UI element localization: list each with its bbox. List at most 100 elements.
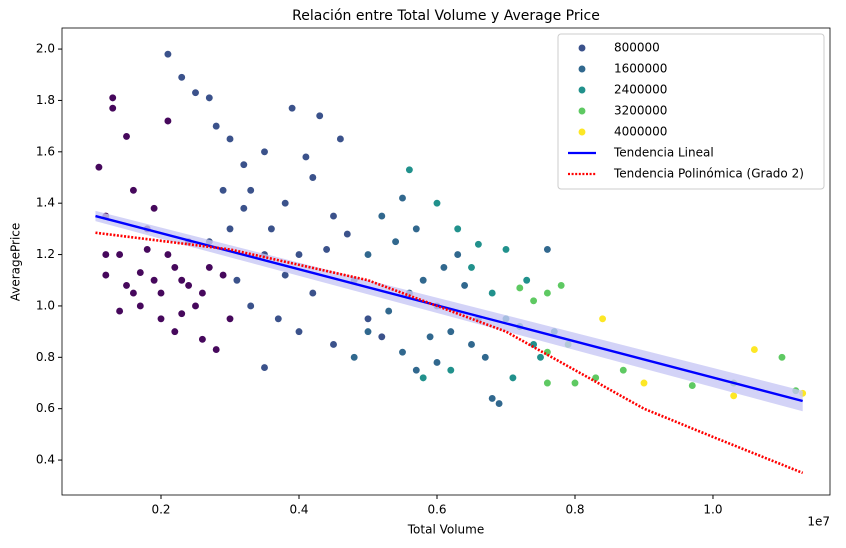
y-tick-label: 0.6: [36, 401, 55, 415]
point: [198, 335, 207, 344]
point: [94, 163, 104, 172]
chart-title: Relación entre Total Volume y Average Pr…: [292, 8, 600, 24]
point: [212, 345, 221, 354]
point: [274, 314, 283, 323]
point: [412, 366, 421, 375]
point: [163, 50, 173, 59]
point: [446, 327, 455, 336]
legend-label: 800000: [614, 41, 660, 55]
legend-label: 2400000: [614, 83, 667, 97]
point: [267, 224, 276, 234]
point: [232, 276, 242, 285]
point: [301, 152, 311, 162]
point: [260, 147, 269, 156]
point: [149, 276, 159, 285]
legend-label: 4000000: [614, 125, 667, 139]
point: [281, 199, 290, 208]
legend-marker: [577, 43, 587, 53]
point: [294, 250, 304, 259]
point: [460, 281, 469, 290]
legend: 800000 1600000 2400000 3200000 4000000 Tenden…: [557, 33, 825, 190]
plot-frame: [61, 27, 831, 496]
point: [515, 283, 524, 293]
point: [522, 276, 531, 285]
point: [225, 134, 235, 144]
point: [149, 204, 159, 213]
point: [308, 173, 317, 182]
y-tick-label: 1.0: [36, 298, 55, 312]
point: [136, 268, 145, 277]
point: [308, 288, 317, 298]
y-tick-label: 0.4: [36, 453, 55, 467]
point: [129, 288, 138, 298]
point: [163, 116, 173, 126]
point: [363, 250, 373, 259]
point: [405, 165, 414, 174]
y-tick-label: 1.2: [36, 247, 55, 261]
point: [398, 193, 407, 203]
point: [156, 288, 166, 298]
point: [432, 358, 442, 367]
point: [198, 288, 207, 298]
point: [239, 204, 248, 213]
point: [329, 211, 338, 221]
point: [218, 270, 228, 280]
y-tick-label: 1.4: [36, 196, 55, 210]
point: [322, 245, 331, 254]
point: [246, 301, 255, 311]
point: [225, 224, 235, 234]
point: [205, 93, 214, 103]
point: [453, 250, 462, 259]
x-tick-label: 0.8: [565, 503, 584, 517]
point: [494, 399, 504, 408]
point: [488, 288, 497, 298]
point: [439, 263, 449, 272]
point: [294, 327, 304, 336]
point: [750, 345, 759, 354]
point: [246, 186, 255, 195]
point: [108, 93, 117, 103]
point: [570, 378, 580, 388]
point: [467, 340, 476, 349]
point: [446, 366, 455, 375]
point: [557, 281, 566, 290]
point: [481, 353, 490, 362]
point: [225, 314, 235, 323]
point: [343, 229, 352, 239]
point: [336, 134, 345, 144]
trend-line: [95, 214, 803, 403]
point: [287, 103, 297, 113]
legend-label: 1600000: [614, 62, 667, 76]
point: [453, 224, 462, 234]
point: [177, 309, 186, 318]
point: [239, 160, 248, 169]
point: [260, 363, 269, 372]
point: [122, 132, 131, 141]
point: [384, 306, 393, 316]
legend-label: Tendencia Polinómica (Grado 2): [613, 167, 804, 181]
point: [529, 296, 538, 305]
point: [329, 340, 338, 349]
point: [377, 211, 386, 221]
x-offset-label: 1e7: [807, 515, 830, 529]
point: [688, 381, 697, 390]
y-tick-label: 1.8: [36, 93, 55, 107]
legend-box: [557, 33, 825, 190]
x-tick-label: 1.0: [703, 503, 722, 517]
point: [163, 250, 173, 259]
point: [474, 240, 483, 249]
y-tick-label: 0.8: [36, 350, 55, 364]
point: [191, 301, 200, 311]
y-tick-label: 2.0: [36, 42, 55, 56]
point: [170, 327, 179, 336]
point: [191, 88, 200, 97]
x-tick-label: 0.4: [289, 503, 308, 517]
point: [412, 224, 421, 234]
point: [101, 270, 110, 280]
point: [115, 306, 124, 316]
point: [101, 250, 110, 259]
point: [315, 111, 324, 121]
legend-marker: [577, 64, 587, 74]
legend-label: 3200000: [614, 104, 667, 118]
point: [350, 353, 359, 362]
